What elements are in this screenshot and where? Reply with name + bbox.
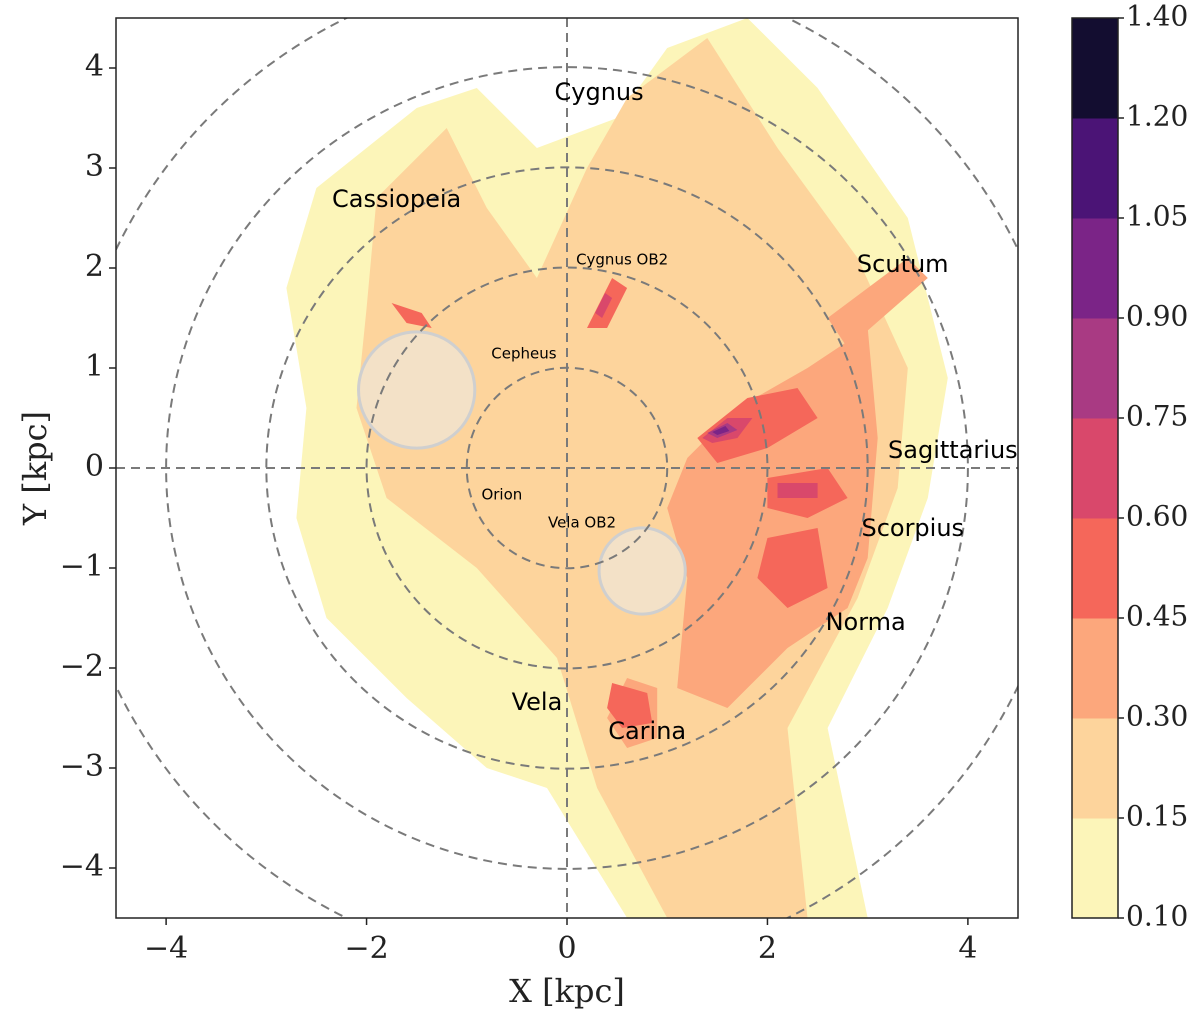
y-axis-ticks: −4 −3 −2 −1 0 1 2 3 4 xyxy=(60,49,116,884)
x-tick-label: 2 xyxy=(758,931,777,966)
region-labels: Cygnus Cassiopeia Cygnus OB2 Scutum Cepheus S… xyxy=(332,78,1018,745)
distance-rings xyxy=(116,18,1018,918)
colorbar-tick-label: 0.10 xyxy=(1126,900,1188,933)
colorbar-tick-label: 1.40 xyxy=(1126,0,1188,33)
colorbar-tick-label: 0.45 xyxy=(1126,600,1188,633)
colorbar-band xyxy=(1072,218,1118,319)
region-label: Scutum xyxy=(857,250,949,278)
region-label: Sagittarius xyxy=(888,436,1018,464)
x-tick-label: 4 xyxy=(958,931,977,966)
contour-region-level-4 xyxy=(595,293,613,318)
masked-regions xyxy=(357,330,687,616)
x-axis-label: X [kpc] xyxy=(509,972,625,1010)
contour-region-level-6 xyxy=(712,426,730,435)
distance-ring xyxy=(165,66,969,870)
contour-region-level-2 xyxy=(667,328,878,708)
colorbar-tick-label: 0.75 xyxy=(1126,400,1188,433)
region-label: Cygnus xyxy=(555,78,644,106)
y-tick-label: −2 xyxy=(60,649,104,684)
colorbar-band xyxy=(1072,618,1118,719)
contour-region-level-3 xyxy=(391,303,432,328)
y-tick-label: −1 xyxy=(60,549,104,584)
masked-circle xyxy=(357,330,477,450)
x-tick-label: −2 xyxy=(344,931,388,966)
x-axis-ticks: −4 −2 0 2 4 xyxy=(144,918,977,966)
y-tick-label: 2 xyxy=(85,249,104,284)
contour-region-level-3 xyxy=(607,683,653,728)
colorbar-tick-label: 0.15 xyxy=(1126,800,1188,833)
region-label: Carina xyxy=(608,717,686,745)
region-label: Cygnus OB2 xyxy=(576,251,668,269)
contour-region-level-4 xyxy=(777,483,818,498)
colorbar-band xyxy=(1072,818,1118,919)
region-label: Vela xyxy=(512,688,563,716)
colorbar-tick-label: 0.90 xyxy=(1126,300,1188,333)
y-tick-label: −4 xyxy=(60,849,104,884)
contour-region-level-3 xyxy=(697,388,818,463)
y-tick-label: −3 xyxy=(60,749,104,784)
region-label: Cassiopeia xyxy=(332,185,461,213)
region-label: Norma xyxy=(826,608,906,636)
colorbar-tick-label: 1.20 xyxy=(1126,100,1188,133)
colorbar-tick-label: 0.30 xyxy=(1126,700,1188,733)
contour-region-level-3 xyxy=(757,528,828,608)
contour-region-level-1 xyxy=(356,38,908,918)
y-tick-label: 0 xyxy=(85,449,104,484)
colorbar-band xyxy=(1072,518,1118,619)
y-axis-label: Y [kpc] xyxy=(16,411,54,526)
colorbar: 0.10 0.15 0.30 0.45 0.60 0.75 0.90 1.05 1.20 1.40 xyxy=(1071,0,1188,933)
colorbar-tick-label: 1.05 xyxy=(1126,200,1188,233)
contour-region-level-2 xyxy=(827,258,928,348)
colorbar-band xyxy=(1072,318,1118,419)
y-tick-label: 3 xyxy=(85,149,104,184)
region-label: Vela OB2 xyxy=(548,514,616,532)
region-label: Cepheus xyxy=(491,345,556,363)
masked-circle xyxy=(597,526,687,616)
colorbar-frame xyxy=(1071,17,1119,919)
colorbar-band xyxy=(1072,718,1118,819)
colorbar-band xyxy=(1072,18,1118,119)
region-label: Scorpius xyxy=(861,514,964,542)
y-tick-label: 4 xyxy=(85,49,104,84)
x-tick-label: −4 xyxy=(144,931,188,966)
colorbar-tick-label: 0.60 xyxy=(1126,500,1188,533)
region-label: Orion xyxy=(481,486,522,504)
colorbar-band xyxy=(1072,118,1118,219)
y-tick-label: 1 xyxy=(85,349,104,384)
x-tick-label: 0 xyxy=(557,931,576,966)
colorbar-band xyxy=(1072,418,1118,519)
